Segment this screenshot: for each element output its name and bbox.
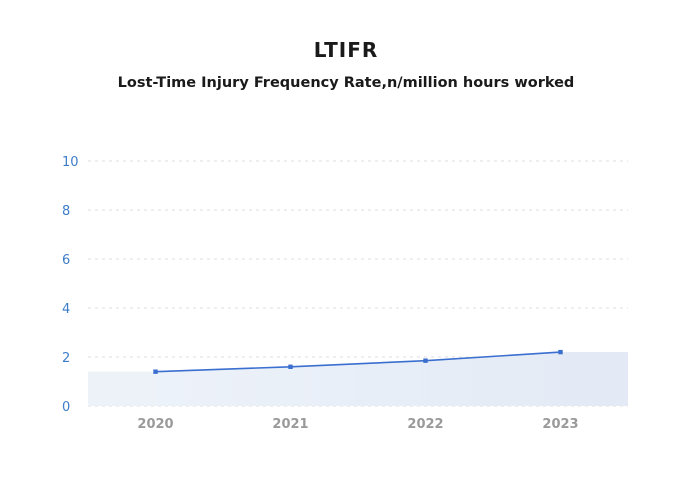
y-axis-ticks: 0 2 4 6 8 10 (62, 155, 79, 415)
y-tick-label: 4 (62, 302, 70, 317)
chart-title: LTIFR (313, 38, 379, 62)
area-step-right (560, 352, 628, 406)
x-tick-label: 2021 (272, 417, 308, 432)
area-step-left (88, 371, 156, 406)
y-tick-label: 2 (62, 351, 70, 366)
y-tick-label: 6 (62, 253, 70, 268)
data-point-2022 (423, 358, 428, 363)
chart-subtitle: Lost-Time Injury Frequency Rate,n/millio… (117, 75, 575, 91)
series-line (155, 351, 561, 373)
y-tick-label: 10 (62, 155, 79, 170)
x-tick-label: 2022 (407, 417, 443, 432)
y-tick-label: 8 (62, 204, 70, 219)
x-tick-label: 2023 (542, 417, 578, 432)
x-tick-label: 2020 (137, 417, 173, 432)
x-axis-ticks: 2020 2021 2022 2023 (137, 417, 578, 432)
area-fill (88, 352, 628, 406)
data-points (153, 349, 563, 374)
data-point-2023 (558, 349, 563, 355)
area-band (88, 352, 628, 406)
y-tick-label: 0 (62, 400, 70, 415)
data-point-2020 (153, 369, 158, 374)
data-point-2021 (288, 364, 293, 369)
series-line-layer (155, 351, 561, 373)
